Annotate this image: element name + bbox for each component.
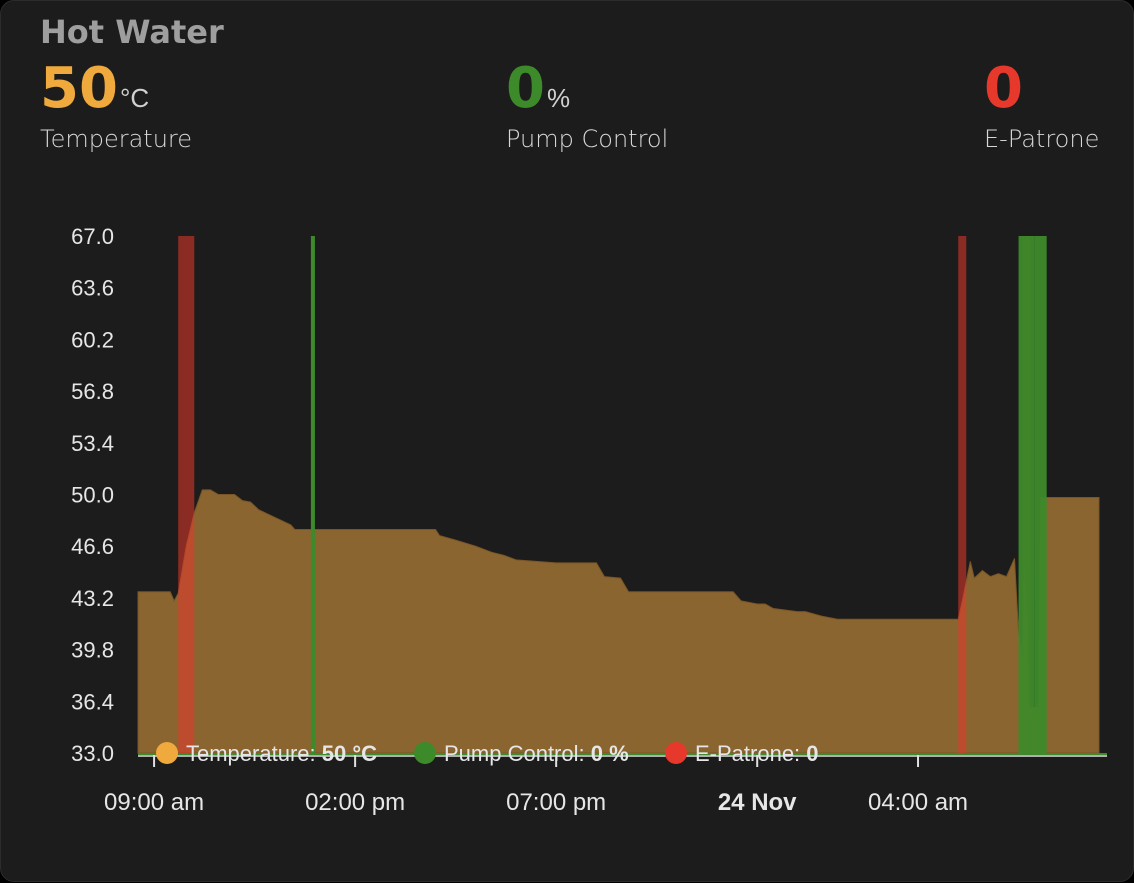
pump-control-value: 0 (506, 56, 545, 121)
legend-entry: Temperature: 50 °C (186, 741, 377, 766)
temperature-unit: °C (119, 83, 150, 113)
legend-swatch (414, 742, 436, 764)
card-title: Hot Water (40, 13, 224, 51)
e-patrone-value: 0 (984, 56, 1023, 121)
y-tick-label: 33.0 (71, 741, 114, 766)
pump-control-bar (310, 236, 315, 753)
y-tick-label: 53.4 (71, 431, 114, 456)
pump-control-bar (1034, 236, 1047, 753)
y-tick-label: 63.6 (71, 276, 114, 301)
temperature-value: 50 (40, 56, 118, 121)
pump-control-label: Pump Control (506, 125, 669, 153)
legend-entry: E-Patrone: 0 (695, 741, 819, 766)
x-tick-label: 02:00 pm (305, 789, 405, 816)
x-tick-label: 07:00 pm (506, 789, 606, 816)
y-tick-label: 39.8 (71, 638, 114, 663)
y-tick-label: 50.0 (71, 483, 114, 508)
x-tick-label: 09:00 am (104, 789, 204, 816)
stat-temperature[interactable]: 50°C Temperature (40, 56, 193, 154)
pump-control-bar (1018, 236, 1035, 753)
legend-swatch (665, 742, 687, 764)
pump-control-unit: % (546, 83, 571, 113)
temperature-label: Temperature (40, 125, 193, 153)
x-tick-label: 04:00 am (868, 789, 968, 816)
y-tick-label: 60.2 (71, 327, 114, 352)
e-patrone-label: E-Patrone (984, 125, 1100, 153)
y-tick-label: 56.8 (71, 379, 114, 404)
y-tick-label: 46.6 (71, 534, 114, 559)
e-patrone-bar (178, 236, 195, 753)
stat-e-patrone[interactable]: 0 E-Patrone (984, 56, 1100, 154)
stat-pump-control[interactable]: 0% Pump Control (506, 56, 669, 154)
y-tick-label: 36.4 (71, 689, 114, 714)
e-patrone-bar (958, 236, 967, 753)
y-tick-label: 43.2 (71, 586, 114, 611)
x-tick-label: 24 Nov (718, 789, 797, 816)
temperature-area (137, 489, 1100, 754)
legend-swatch (156, 742, 178, 764)
legend-entry: Pump Control: 0 % (444, 741, 629, 766)
y-tick-label: 67.0 (71, 224, 114, 249)
